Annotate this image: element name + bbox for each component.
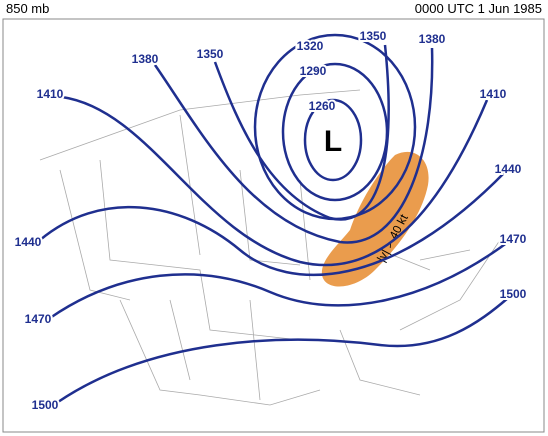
- contour-label: 1380: [419, 32, 446, 46]
- contour-label: 1320: [297, 39, 324, 53]
- geography: [39, 89, 501, 406]
- contour-label: 1410: [37, 87, 64, 101]
- contour-label: 1500: [500, 287, 527, 301]
- contour-label: 1470: [500, 232, 527, 246]
- contour-label: 1290: [300, 64, 327, 78]
- contour-label: 1350: [360, 29, 387, 43]
- map-frame: [2, 18, 545, 433]
- contour-label: 1410: [480, 87, 507, 101]
- map-time: 0000 UTC 1 Jun 1985: [415, 1, 542, 16]
- isoheights: [39, 33, 509, 404]
- contour-label: 1440: [15, 235, 42, 249]
- contour-label: 1500: [32, 398, 59, 412]
- contour-label: 1380: [132, 52, 159, 66]
- contour-label: 1470: [25, 312, 52, 326]
- low-center: L: [324, 125, 342, 158]
- contour-label: 1350: [197, 47, 224, 61]
- map-level: 850 mb: [6, 1, 49, 16]
- contour-label: 1440: [495, 162, 522, 176]
- wind-maximum-area: [321, 151, 429, 287]
- contour-label: 1260: [309, 99, 336, 113]
